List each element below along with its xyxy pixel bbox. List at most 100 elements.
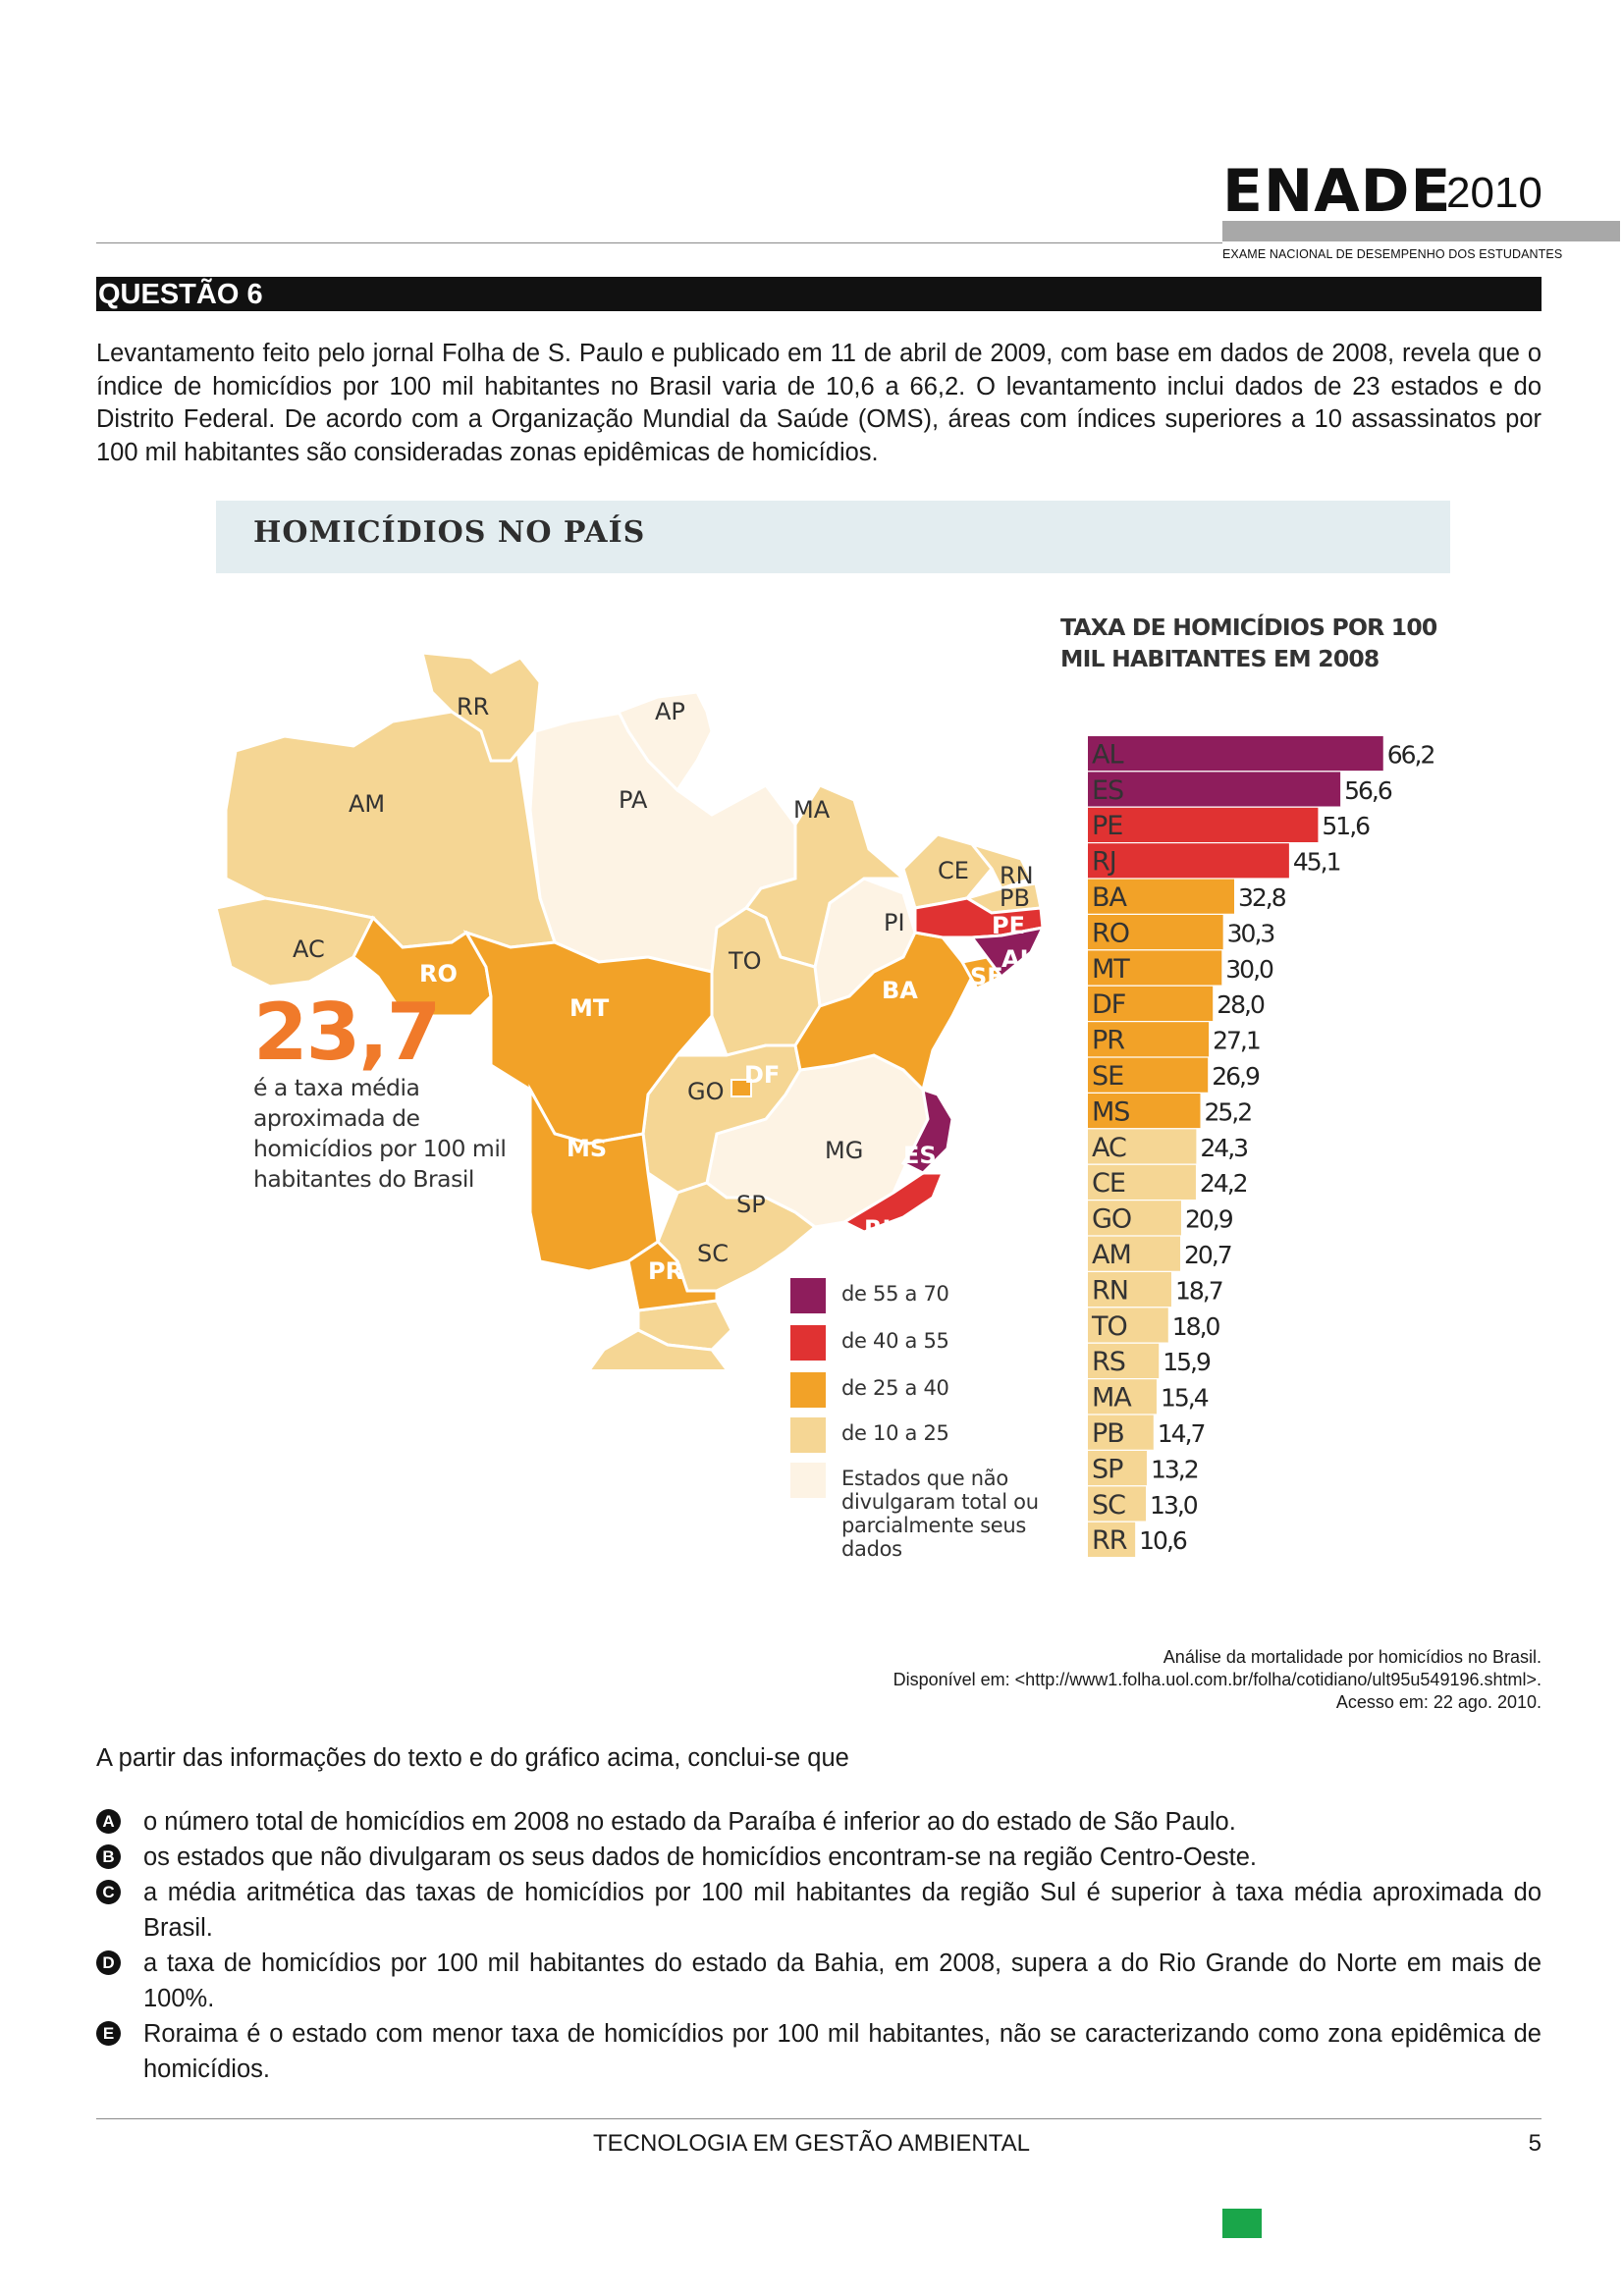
question-intro: Levantamento feito pelo jornal Folha de …: [96, 340, 1542, 466]
legend-label: de 25 a 40: [841, 1376, 949, 1400]
map-label-ap: AP: [655, 698, 685, 725]
category-label-pb: PB: [1092, 1418, 1124, 1449]
map-label-rr: RR: [457, 693, 489, 721]
page-number: 5: [1528, 2130, 1542, 2157]
answer-option-a[interactable]: A o número total de homicídios em 2008 n…: [96, 1804, 1542, 1840]
map-label-pb: PB: [1000, 884, 1030, 912]
map-state-go: [641, 1043, 802, 1195]
value-label-rs: 15,9: [1163, 1348, 1211, 1376]
category-label-rn: RN: [1092, 1275, 1128, 1306]
answer-option-d[interactable]: D a taxa de homicídios por 100 mil habit…: [96, 1946, 1542, 2016]
category-label-ac: AC: [1092, 1133, 1126, 1163]
option-letter-badge: E: [96, 2021, 121, 2046]
question-title: QUESTÃO 6: [96, 277, 1542, 311]
category-label-am: AM: [1092, 1240, 1131, 1270]
legend-label: de 40 a 55: [841, 1329, 949, 1353]
category-label-al: AL: [1092, 739, 1123, 770]
option-letter-badge: A: [96, 1809, 121, 1834]
value-label-sp: 13,2: [1151, 1455, 1198, 1483]
category-label-go: GO: [1092, 1204, 1131, 1235]
category-label-to: TO: [1091, 1311, 1127, 1342]
option-letter-badge: D: [96, 1950, 121, 1975]
option-letter-badge: C: [96, 1880, 121, 1904]
homicide-rate-bar-chart: AL 66,2 ES 56,6 PE 51,6 RJ 45,1 BA 32,8 RO 30,3 MT 30…: [1070, 736, 1435, 1559]
map-label-to: TO: [728, 947, 762, 975]
value-label-ms: 25,2: [1204, 1097, 1251, 1126]
map-state-es: [900, 1087, 954, 1175]
map-state-pr: [626, 1240, 719, 1312]
bar-rs: [1088, 1343, 1160, 1379]
value-label-pr: 27,1: [1213, 1027, 1260, 1055]
source-line-title: Análise da mortalidade por homicídios no…: [1163, 1647, 1542, 1667]
answer-option-b[interactable]: B os estados que não divulgaram os seus …: [96, 1840, 1542, 1875]
bar-ac: [1088, 1129, 1197, 1164]
category-label-ro: RO: [1092, 918, 1129, 948]
value-label-ce: 24,2: [1200, 1169, 1247, 1198]
bar-ma: [1088, 1379, 1157, 1415]
logo-bar: [1222, 221, 1620, 241]
footer-course: TECNOLOGIA EM GESTÃO AMBIENTAL: [593, 2130, 1030, 2157]
legend-label: de 10 a 25: [841, 1421, 949, 1445]
map-state-df: [730, 1079, 752, 1097]
value-label-mt: 30,0: [1225, 955, 1273, 984]
answer-option-e[interactable]: E Roraima é o estado com menor taxa de h…: [96, 2016, 1542, 2087]
bar-to: [1088, 1308, 1168, 1343]
value-label-ro: 30,3: [1227, 919, 1274, 947]
value-label-ma: 15,4: [1161, 1384, 1209, 1413]
chart-title: TAXA DE HOMICÍDIOS POR 100 MIL HABITANTE…: [1060, 614, 1437, 672]
header-rule: [96, 242, 1222, 243]
option-letter-badge: B: [96, 1844, 121, 1869]
logo-subtitle: EXAME NACIONAL DE DESEMPENHO DOS ESTUDAN…: [1222, 247, 1563, 261]
bar-rr: [1088, 1522, 1136, 1558]
bar-pe: [1088, 807, 1319, 843]
category-label-se: SE: [1092, 1061, 1123, 1092]
infographic: HOMICÍDIOS NO PAÍS RR: [216, 496, 1453, 1575]
option-text: o número total de homicídios em 2008 no …: [143, 1808, 1236, 1836]
value-label-rj: 45,1: [1293, 848, 1340, 877]
map-label-pi: PI: [884, 909, 905, 936]
bar-ro: [1088, 915, 1223, 950]
bar-sp: [1088, 1451, 1147, 1486]
map-state-rs: [587, 1328, 729, 1369]
map-state-al: [969, 925, 1046, 980]
value-label-rr: 10,6: [1139, 1526, 1187, 1555]
legend-swatch: [790, 1463, 826, 1498]
category-label-df: DF: [1092, 989, 1125, 1020]
map-label-es: ES: [903, 1142, 937, 1169]
map-label-ba: BA: [882, 977, 918, 1004]
legend-label: de 55 a 70: [841, 1282, 949, 1306]
legend-label: Estados que não divulgaram total ou parc…: [841, 1467, 1039, 1561]
answer-option-c[interactable]: C a média aritmética das taxas de homicí…: [96, 1875, 1542, 1946]
bar-ms: [1088, 1094, 1201, 1129]
value-label-am: 20,7: [1184, 1241, 1231, 1269]
map-label-rj: RJ: [864, 1215, 891, 1243]
value-label-sc: 13,0: [1150, 1491, 1198, 1520]
category-label-rr: RR: [1092, 1525, 1127, 1556]
figure-title-band: [216, 501, 1450, 573]
category-label-ma: MA: [1092, 1383, 1132, 1414]
map-label-ro: RO: [419, 960, 458, 988]
average-rate-value: 23,7: [253, 987, 441, 1078]
map-label-se: SE: [970, 963, 1003, 990]
source-line-url: Disponível em: <http://www1.folha.uol.co…: [893, 1670, 1542, 1689]
map-state-rr: [420, 651, 542, 763]
map-label-ac: AC: [293, 935, 325, 963]
map-state-rj: [840, 1171, 946, 1234]
source-line-access: Acesso em: 22 ago. 2010.: [1335, 1692, 1542, 1712]
category-label-sp: SP: [1092, 1454, 1123, 1484]
map-label-sc: SC: [697, 1240, 729, 1267]
legend-swatch: [790, 1325, 826, 1361]
category-label-rj: RJ: [1092, 847, 1116, 878]
value-label-pb: 14,7: [1158, 1419, 1205, 1448]
map-state-rn: [967, 841, 1034, 890]
bar-ba: [1088, 879, 1235, 914]
map-state-mt: [462, 930, 714, 1146]
value-label-rn: 18,7: [1175, 1276, 1222, 1305]
bar-go: [1088, 1201, 1181, 1236]
value-label-df: 28,0: [1217, 990, 1265, 1019]
map-label-pr: PR: [648, 1257, 683, 1285]
option-text: Roraima é o estado com menor taxa de hom…: [143, 2020, 1542, 2083]
map-label-al: AL: [1001, 945, 1035, 973]
map-state-to: [710, 906, 822, 1057]
bar-mt: [1088, 950, 1222, 986]
